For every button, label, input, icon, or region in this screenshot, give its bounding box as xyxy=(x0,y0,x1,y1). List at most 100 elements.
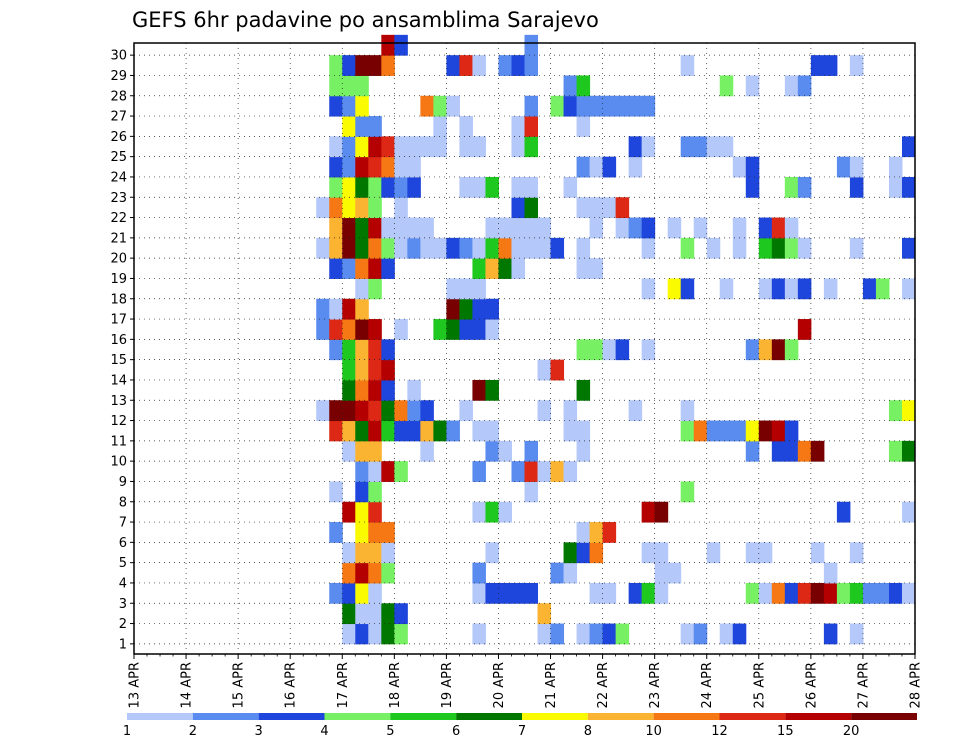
heatmap-cell xyxy=(329,156,343,178)
heatmap-cell xyxy=(381,623,395,645)
heatmap-cell xyxy=(654,582,669,604)
heatmap-cell xyxy=(329,217,343,239)
heatmap-cell xyxy=(355,603,369,625)
heatmap-cell xyxy=(732,237,747,259)
heatmap-cell xyxy=(459,400,473,422)
heatmap-cell xyxy=(355,562,369,584)
heatmap-cell xyxy=(407,400,421,422)
heatmap-cell xyxy=(576,379,591,401)
colorbar-label: 2 xyxy=(189,724,197,739)
heatmap-cell xyxy=(459,176,473,198)
heatmap-cell xyxy=(680,481,695,503)
heatmap-cell xyxy=(719,278,734,300)
heatmap-cell xyxy=(576,339,591,361)
heatmap-cell xyxy=(329,55,343,76)
heatmap-cell xyxy=(368,258,382,279)
heatmap-cell xyxy=(810,582,825,604)
heatmap-cell xyxy=(550,562,565,584)
heatmap-cell xyxy=(472,582,486,604)
heatmap-cell xyxy=(368,156,382,178)
heatmap-cell xyxy=(758,278,773,300)
heatmap-cell xyxy=(342,136,356,158)
heatmap-cell xyxy=(875,582,890,604)
heatmap-cell xyxy=(498,440,512,462)
heatmap-cell xyxy=(563,75,578,97)
heatmap-cell xyxy=(472,379,486,401)
chart-title: GEFS 6hr padavine po ansamblima Sarajevo xyxy=(132,8,599,32)
heatmap-cell xyxy=(524,136,539,158)
heatmap-cell xyxy=(472,55,486,76)
heatmap-cell xyxy=(680,136,695,158)
heatmap-cell xyxy=(485,237,499,259)
x-tick-label: 13 APR xyxy=(128,662,143,708)
heatmap-cell xyxy=(459,237,473,259)
heatmap-cell xyxy=(641,217,656,239)
heatmap-cell xyxy=(381,55,395,76)
heatmap-cells xyxy=(316,34,916,645)
heatmap-cell xyxy=(316,400,330,422)
heatmap-cell xyxy=(368,542,382,564)
heatmap-cell xyxy=(745,75,760,97)
heatmap-cell xyxy=(641,542,656,564)
heatmap-cell xyxy=(329,136,343,158)
heatmap-cell xyxy=(524,582,539,604)
y-tick-label: 13 xyxy=(110,394,127,409)
heatmap-cell xyxy=(602,522,617,543)
heatmap-cell xyxy=(602,156,617,178)
heatmap-cell xyxy=(355,176,369,198)
heatmap-cell xyxy=(420,95,434,117)
heatmap-cell xyxy=(797,440,812,462)
heatmap-cell xyxy=(316,237,330,259)
heatmap-cell xyxy=(355,217,369,239)
heatmap-cell xyxy=(680,237,695,259)
heatmap-cell xyxy=(498,55,512,76)
heatmap-cell xyxy=(862,278,877,300)
heatmap-cell xyxy=(355,116,369,137)
heatmap-cell xyxy=(342,582,356,604)
heatmap-cell xyxy=(524,461,539,482)
heatmap-cell xyxy=(342,176,356,198)
heatmap-cell xyxy=(394,156,408,178)
heatmap-cell xyxy=(589,197,604,219)
heatmap-cell xyxy=(563,542,578,564)
heatmap-cell xyxy=(576,623,591,645)
heatmap-cell xyxy=(732,420,747,442)
colorbar-segment xyxy=(851,713,917,720)
heatmap-cell xyxy=(589,542,604,564)
gridlines xyxy=(134,43,915,654)
heatmap-cell xyxy=(589,339,604,361)
heatmap-cell xyxy=(485,298,499,320)
heatmap-cell xyxy=(381,461,395,482)
y-tick-label: 25 xyxy=(110,150,127,165)
heatmap-cell xyxy=(563,400,578,422)
heatmap-cell xyxy=(472,420,486,442)
heatmap-cell xyxy=(641,501,656,523)
heatmap-cell xyxy=(329,339,343,361)
heatmap-cell xyxy=(355,197,369,219)
heatmap-cell xyxy=(407,176,421,198)
heatmap-cell xyxy=(511,55,525,76)
heatmap-cell xyxy=(901,582,916,604)
y-tick-label: 22 xyxy=(110,211,127,226)
y-tick-label: 16 xyxy=(110,333,127,348)
colorbar-segment xyxy=(785,713,852,720)
heatmap-cell xyxy=(576,542,591,564)
heatmap-cell xyxy=(654,562,669,584)
heatmap-cell xyxy=(355,319,369,340)
heatmap-cell xyxy=(758,237,773,259)
heatmap-cell xyxy=(342,319,356,340)
colorbar-segment xyxy=(258,713,325,720)
heatmap-cell xyxy=(394,623,408,645)
heatmap-cell xyxy=(459,116,473,137)
heatmap-cell xyxy=(355,237,369,259)
heatmap-cell xyxy=(433,116,447,137)
heatmap-cell xyxy=(329,75,343,97)
heatmap-cell xyxy=(550,237,565,259)
x-tick-label: 20 APR xyxy=(492,662,507,708)
heatmap-cell xyxy=(602,582,617,604)
y-tick-label: 9 xyxy=(119,475,127,490)
heatmap-cell xyxy=(888,582,903,604)
heatmap-cell xyxy=(589,522,604,543)
heatmap-cell xyxy=(381,379,395,401)
heatmap-cell xyxy=(368,359,382,381)
